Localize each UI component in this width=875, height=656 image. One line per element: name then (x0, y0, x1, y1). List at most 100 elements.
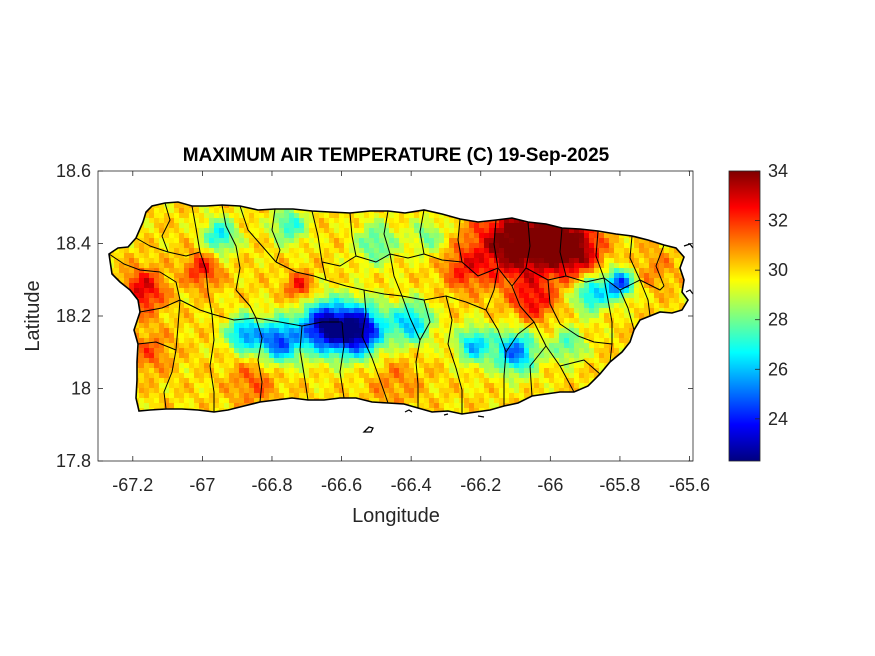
temperature-cell (294, 263, 300, 269)
temperature-cell (339, 213, 345, 219)
temperature-cell (354, 383, 360, 389)
temperature-cell (609, 283, 615, 289)
temperature-cell (474, 358, 480, 364)
temperature-cell (654, 268, 660, 274)
temperature-cell (269, 223, 275, 229)
temperature-cell (494, 398, 500, 404)
temperature-cell (424, 368, 430, 374)
temperature-cell (159, 308, 165, 314)
temperature-cell (464, 328, 470, 334)
temperature-cell (369, 308, 375, 314)
temperature-cell (679, 298, 685, 304)
temperature-cell (329, 278, 335, 284)
temperature-cell (139, 323, 145, 329)
temperature-cell (454, 238, 460, 244)
temperature-cell (194, 323, 200, 329)
temperature-cell (499, 288, 505, 294)
temperature-cell (244, 228, 250, 234)
temperature-cell (369, 278, 375, 284)
temperature-cell (694, 393, 700, 399)
temperature-cell (154, 258, 160, 264)
temperature-cell (539, 343, 545, 349)
temperature-cell (294, 253, 300, 259)
temperature-cell (344, 353, 350, 359)
temperature-cell (489, 238, 495, 244)
temperature-cell (324, 243, 330, 249)
temperature-cell (409, 328, 415, 334)
temperature-cell (519, 243, 525, 249)
temperature-cell (144, 263, 150, 269)
temperature-cell (434, 263, 440, 269)
temperature-cell (169, 253, 175, 259)
temperature-cell (529, 253, 535, 259)
temperature-cell (244, 248, 250, 254)
temperature-cell (339, 393, 345, 399)
temperature-cell (339, 293, 345, 299)
temperature-cell (564, 363, 570, 369)
temperature-cell (549, 338, 555, 344)
temperature-cell (319, 333, 325, 339)
temperature-cell (539, 383, 545, 389)
temperature-cell (149, 273, 155, 279)
temperature-cell (334, 373, 340, 379)
temperature-cell (339, 388, 345, 394)
temperature-cell (409, 253, 415, 259)
temperature-cell (154, 358, 160, 364)
temperature-cell (584, 263, 590, 269)
temperature-cell (694, 208, 700, 214)
temperature-cell (349, 218, 355, 224)
temperature-cell (359, 283, 365, 289)
temperature-cell (249, 383, 255, 389)
temperature-cell (214, 398, 220, 404)
temperature-cell (529, 343, 535, 349)
temperature-cell (499, 318, 505, 324)
temperature-cell (379, 318, 385, 324)
temperature-cell (364, 353, 370, 359)
temperature-cell (659, 263, 665, 269)
temperature-cell (554, 328, 560, 334)
temperature-cell (374, 228, 380, 234)
temperature-cell (149, 283, 155, 289)
temperature-cell (614, 283, 620, 289)
temperature-cell (694, 348, 700, 354)
temperature-cell (694, 338, 700, 344)
temperature-cell (324, 278, 330, 284)
temperature-cell (439, 373, 445, 379)
temperature-cell (369, 233, 375, 239)
temperature-cell (664, 298, 670, 304)
temperature-cell (504, 288, 510, 294)
temperature-cell (429, 278, 435, 284)
temperature-cell (289, 268, 295, 274)
temperature-cell (569, 313, 575, 319)
temperature-cell (529, 318, 535, 324)
temperature-cell (424, 228, 430, 234)
temperature-cell (489, 388, 495, 394)
temperature-cell (229, 258, 235, 264)
temperature-cell (649, 273, 655, 279)
temperature-cell (434, 273, 440, 279)
temperature-cell (429, 328, 435, 334)
temperature-cell (619, 273, 625, 279)
temperature-cell (479, 288, 485, 294)
temperature-cell (294, 258, 300, 264)
temperature-cell (239, 308, 245, 314)
temperature-cell (309, 268, 315, 274)
temperature-cell (594, 353, 600, 359)
temperature-cell (439, 303, 445, 309)
temperature-cell (674, 248, 680, 254)
temperature-cell (164, 278, 170, 284)
temperature-cell (399, 398, 405, 404)
temperature-cell (519, 288, 525, 294)
temperature-cell (359, 393, 365, 399)
temperature-cell (149, 303, 155, 309)
temperature-cell (284, 263, 290, 269)
temperature-cell (164, 293, 170, 299)
temperature-cell (414, 293, 420, 299)
temperature-cell (614, 243, 620, 249)
temperature-cell (324, 258, 330, 264)
temperature-cell (424, 393, 430, 399)
temperature-cell (244, 303, 250, 309)
temperature-cell (559, 358, 565, 364)
temperature-cell (604, 323, 610, 329)
temperature-cell (399, 313, 405, 319)
